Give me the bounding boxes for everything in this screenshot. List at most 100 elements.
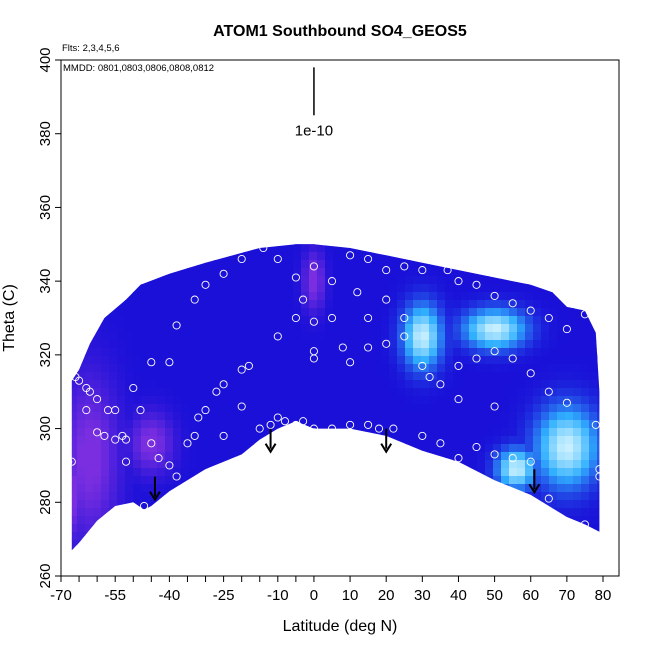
observation-marker [93, 395, 102, 404]
tropopause-arrow [380, 428, 393, 454]
observation-marker [219, 269, 228, 278]
observation-marker [472, 442, 481, 452]
x-tick-label: 50 [486, 587, 503, 604]
observation-marker [346, 251, 355, 260]
observation-marker [309, 428, 318, 437]
observation-marker [526, 306, 535, 315]
x-tick-label: 60 [522, 587, 539, 604]
y-axis-label: Theta (C) [1, 284, 18, 352]
observation-marker [183, 439, 192, 448]
observation-marker [309, 262, 318, 271]
x-tick-label: 80 [595, 587, 612, 604]
tropopause-arrow [528, 469, 541, 495]
observation-marker [309, 424, 318, 433]
x-tick-label: 0 [310, 587, 318, 604]
observation-marker [382, 339, 391, 348]
observation-marker [327, 277, 337, 286]
observation-marker [562, 398, 571, 407]
observation-marker [190, 295, 199, 304]
observation-marker [526, 457, 535, 466]
observation-marker [338, 343, 347, 352]
observation-marker [490, 402, 499, 411]
observation-marker [93, 428, 102, 437]
observation-marker [67, 457, 76, 466]
observation-marker [400, 313, 409, 323]
flights-label: Flts: 2,3,4,5,6 [62, 43, 120, 54]
observation-marker [454, 277, 463, 286]
observation-marker [346, 358, 355, 367]
y-tick-label: 300 [37, 416, 54, 441]
observation-marker [237, 402, 246, 411]
observation-marker [64, 457, 73, 466]
observation-marker [172, 321, 181, 330]
observation-marker [508, 354, 517, 363]
scale-indicator: 1e-10 [295, 67, 333, 139]
y-tick-label: 380 [37, 121, 54, 146]
observation-marker [266, 420, 275, 429]
observation-marker [273, 254, 282, 264]
y-tick-label: 320 [37, 342, 54, 367]
observation-marker [454, 454, 463, 463]
observation-marker [111, 435, 120, 444]
observation-marker [436, 380, 445, 389]
observation-marker [418, 431, 427, 440]
observation-marker [121, 457, 131, 466]
observation-marker [71, 372, 80, 382]
observation-marker [291, 420, 300, 429]
dates-label: MMDD: 0801,0803,0806,0808,0812 [63, 63, 214, 74]
observation-marker [425, 372, 434, 382]
observation-marker [327, 424, 337, 433]
observation-marker [259, 243, 268, 253]
observation-marker [580, 520, 589, 529]
observation-marker [111, 406, 120, 415]
observation-marker [454, 395, 463, 404]
observation-marker [400, 262, 409, 271]
observation-marker [418, 361, 427, 370]
x-tick-label: 70 [559, 587, 576, 604]
observation-marker [490, 291, 499, 300]
observation-marker [273, 413, 282, 422]
observation-marker [544, 494, 553, 503]
observation-marker [508, 454, 517, 463]
x-tick-label: 20 [378, 587, 395, 604]
observation-marker [147, 439, 156, 448]
observation-marker [212, 387, 221, 396]
x-tick-label: -10 [267, 587, 289, 604]
x-tick-label: 40 [450, 587, 467, 604]
observation-marker [165, 358, 174, 367]
observation-marker [317, 431, 326, 440]
observation-marker [201, 406, 210, 415]
observation-marker [154, 454, 163, 463]
observation-marker [490, 347, 499, 356]
observation-marker [291, 313, 300, 323]
y-tick-label: 280 [37, 490, 54, 515]
observation-markers [64, 243, 604, 529]
x-tick-label: -40 [159, 587, 181, 604]
observation-marker [436, 439, 445, 448]
observation-marker [85, 387, 94, 396]
observation-marker [526, 369, 535, 378]
x-tick-label: 10 [342, 587, 359, 604]
y-tick-label: 260 [37, 563, 54, 588]
observation-marker [454, 361, 463, 370]
observation-marker [147, 358, 156, 367]
observation-marker [562, 325, 571, 334]
x-axis-label: Latitude (deg N) [283, 618, 398, 635]
observation-marker [190, 431, 199, 440]
y-tick-label: 360 [37, 195, 54, 220]
observation-marker [129, 509, 138, 518]
y-axis: 260 280 300 320 340 360 380 400 [37, 47, 61, 589]
x-axis: -70 -55 -40 -25 -10 0 10 20 30 40 50 60 70 80 [50, 576, 611, 604]
observation-marker [400, 332, 409, 341]
observation-marker [82, 406, 91, 415]
x-tick-label: -55 [104, 587, 126, 604]
observation-marker [508, 299, 517, 308]
observation-marker [382, 295, 391, 304]
observation-marker [364, 343, 373, 352]
observation-marker [172, 472, 181, 481]
observation-marker [591, 420, 600, 429]
x-tick-label: 30 [414, 587, 431, 604]
observation-marker [255, 424, 264, 433]
observation-marker [179, 487, 188, 496]
